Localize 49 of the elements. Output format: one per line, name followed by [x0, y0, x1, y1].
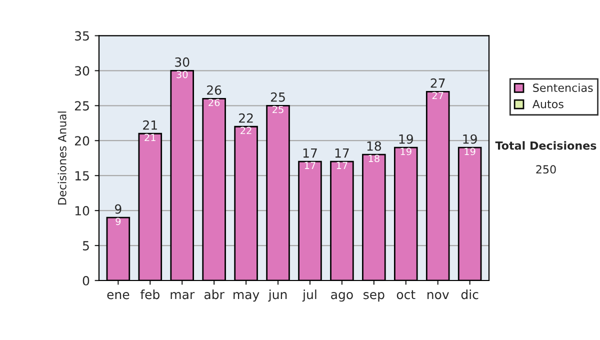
x-tick-label: mar — [170, 292, 195, 300]
y-axis-title: Decisiones Anual — [58, 112, 66, 205]
data-label: 17 — [304, 162, 316, 169]
y-tick-label: 5 — [82, 241, 89, 250]
x-tick-label: may — [234, 292, 260, 302]
x-tick-label: jul — [302, 290, 316, 302]
x-tick-label: ago — [331, 292, 353, 302]
text: 250 — [536, 165, 556, 174]
total-label: 17 — [303, 148, 317, 158]
legend-label: Sentencias — [533, 83, 593, 92]
y-tick-label: 25 — [74, 101, 89, 111]
y-tick-label: 20 — [74, 136, 90, 146]
data-label: 21 — [144, 134, 156, 142]
data-label: 17 — [336, 162, 348, 169]
y-tick-label: 35 — [75, 31, 89, 41]
total-label: 9 — [114, 204, 122, 214]
data-label: 27 — [432, 92, 444, 100]
y-tick-label: 15 — [75, 171, 89, 181]
y-tick-label: 0 — [82, 276, 90, 286]
total-label: 19 — [463, 134, 477, 144]
data-label: 18 — [368, 154, 380, 162]
total-label: 30 — [175, 57, 190, 67]
x-tick-label: nov — [428, 292, 449, 300]
data-label: 26 — [208, 98, 220, 106]
x-tick-label: ene — [107, 292, 130, 300]
y-tick-label: 30 — [75, 66, 90, 76]
total-label: 21 — [143, 120, 157, 130]
total-label: 27 — [430, 78, 445, 88]
data-label: 19 — [400, 148, 412, 156]
total-label: 17 — [335, 148, 349, 158]
y-tick-label: 10 — [75, 206, 90, 216]
data-label: 30 — [176, 70, 188, 78]
x-tick-label: sep — [364, 292, 384, 302]
x-tick-label: jun — [268, 290, 287, 302]
x-tick-label: feb — [140, 290, 160, 300]
total-label: 25 — [270, 92, 285, 102]
data-label: 19 — [464, 148, 476, 156]
x-tick-label: abr — [204, 290, 224, 300]
data-label: 22 — [240, 126, 252, 134]
x-tick-label: oct — [396, 290, 416, 300]
total-label: 26 — [207, 85, 222, 95]
total-label: 19 — [399, 134, 413, 144]
text: Total Decisiones — [495, 141, 596, 150]
legend-label: Autos — [532, 100, 564, 108]
data-label: 9 — [116, 218, 121, 226]
total-label: 22 — [239, 113, 253, 123]
total-label: 18 — [367, 141, 382, 151]
x-tick-label: dic — [461, 290, 478, 300]
data-label: 25 — [272, 106, 284, 114]
